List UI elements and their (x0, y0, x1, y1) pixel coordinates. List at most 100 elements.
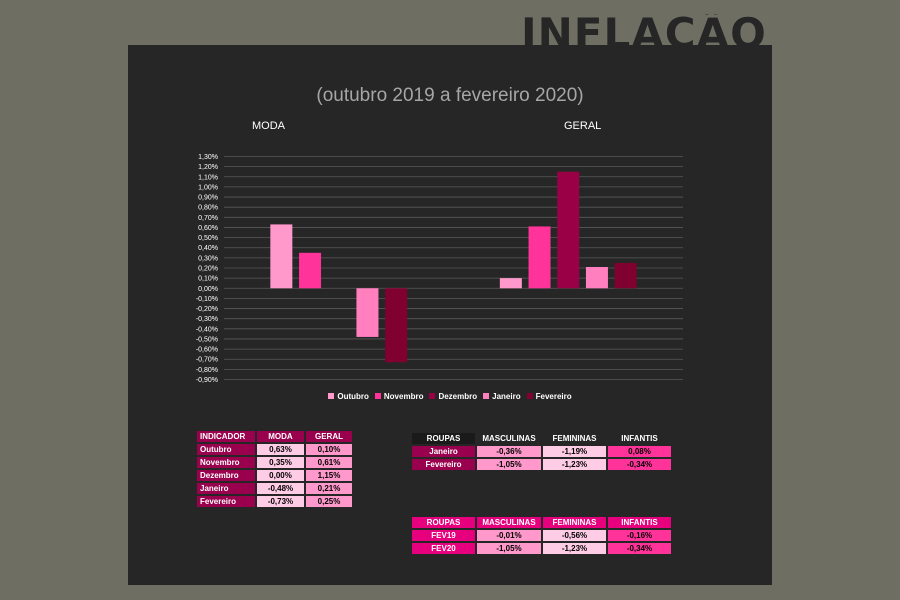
table-cell: 1,15% (306, 470, 352, 481)
y-tick-label: -0,50% (196, 336, 218, 343)
legend-swatch (374, 392, 381, 399)
table-cell: 0,25% (306, 496, 352, 507)
row-label: Janeiro (197, 483, 255, 494)
bar-geral-novembro (528, 226, 551, 289)
bar-chart: 1,30% 1,20% 1,10% 1,00% 0,90% 0,80% 0,70% 0,60%… (196, 154, 683, 384)
table-header: FEMININAS (543, 517, 606, 528)
table-cell: 0,35% (257, 457, 304, 468)
table-cell: -0,16% (608, 530, 671, 541)
table-row: Fevereiro -0,73% 0,25% (197, 496, 352, 507)
table-header: FEMININAS (543, 433, 606, 444)
bar-moda-outubro (270, 224, 293, 289)
y-tick-label: 0,50% (198, 235, 218, 242)
legend-item: Novembro (374, 392, 424, 401)
bar-moda-janeiro (356, 288, 379, 337)
table-cell: 0,10% (306, 444, 352, 455)
chart-legend: Outubro Novembro Dezembro Janeiro Fevereiro (128, 392, 772, 401)
y-tick-label: 1,20% (198, 164, 218, 171)
table-cell: -1,05% (477, 543, 541, 554)
row-label: Dezembro (197, 470, 255, 481)
bar-geral-janeiro (585, 266, 608, 289)
y-tick-label: 1,00% (198, 184, 218, 191)
table-header: INFANTIS (608, 517, 671, 528)
bar-geral-outubro (499, 278, 522, 289)
legend-label: Fevereiro (535, 392, 572, 401)
row-label: Fevereiro (412, 459, 475, 470)
legend-item: Outubro (328, 392, 369, 401)
legend-swatch (483, 392, 490, 399)
y-tick-label: 0,90% (198, 195, 218, 202)
table-cell: 0,08% (608, 446, 671, 457)
table-cell: -0,36% (477, 446, 541, 457)
legend-label: Dezembro (438, 392, 478, 401)
table-row: Fevereiro -1,05% -1,23% -0,34% (412, 459, 671, 470)
table-row: Janeiro -0,36% -1,19% 0,08% (412, 446, 671, 457)
chart-subtitle: (outubro 2019 a fevereiro 2020) (316, 85, 584, 106)
page-title: INFLAÇÃO (521, 14, 767, 46)
y-tick-label: -0,30% (196, 316, 218, 323)
table-row: Dezembro 0,00% 1,15% (197, 470, 352, 481)
y-tick-label: 0,70% (198, 215, 218, 222)
legend-swatch (328, 392, 335, 399)
chart-bars (270, 171, 637, 363)
row-label: Novembro (197, 457, 255, 468)
legend-label: Novembro (383, 392, 424, 401)
table-row: FEV20 -1,05% -1,23% -0,34% (412, 543, 671, 554)
chart-grid (224, 156, 683, 380)
table-header: GERAL (306, 431, 352, 442)
table-header: MASCULINAS (477, 433, 541, 444)
table-cell: -1,23% (543, 459, 606, 470)
table-header: MASCULINAS (477, 517, 541, 528)
y-tick-label: 1,10% (198, 174, 218, 181)
y-tick-label: -0,20% (196, 306, 218, 313)
indicador-table: INDICADOR MODA GERAL Outubro 0,63% 0,10%… (195, 429, 354, 509)
table-cell: 0,61% (306, 457, 352, 468)
y-tick-labels: 1,30% 1,20% 1,10% 1,00% 0,90% 0,80% 0,70% 0,60%… (196, 154, 218, 384)
legend-swatch (429, 392, 436, 399)
y-tick-label: -0,60% (196, 347, 218, 354)
legend-item: Fevereiro (526, 392, 572, 401)
y-tick-label: -0,40% (196, 326, 218, 333)
group-label-moda: MODA (252, 120, 285, 132)
y-tick-label: -0,80% (196, 367, 218, 374)
row-label: Outubro (197, 444, 255, 455)
y-tick-label: 0,10% (198, 276, 218, 283)
table-cell: -0,34% (608, 543, 671, 554)
table-header: ROUPAS (412, 517, 475, 528)
y-tick-label: 0,60% (198, 225, 218, 232)
table-cell: -1,19% (543, 446, 606, 457)
table-cell: -0,48% (257, 483, 304, 494)
table-cell: -1,23% (543, 543, 606, 554)
y-tick-label: -0,10% (196, 296, 218, 303)
table-row: Janeiro -0,48% 0,21% (197, 483, 352, 494)
row-label: Fevereiro (197, 496, 255, 507)
legend-item: Dezembro (429, 392, 477, 401)
table-cell: 0,21% (306, 483, 352, 494)
table-cell: -1,05% (477, 459, 541, 470)
table-cell: 0,63% (257, 444, 304, 455)
table-row: Novembro 0,35% 0,61% (197, 457, 352, 468)
y-tick-label: 0,80% (198, 205, 218, 212)
table-cell: -0,01% (477, 530, 541, 541)
legend-swatch (526, 392, 533, 399)
legend-label: Janeiro (492, 392, 521, 401)
table-cell: -0,73% (257, 496, 304, 507)
group-label-geral: GERAL (564, 120, 602, 132)
y-tick-label: 1,30% (198, 154, 218, 161)
table-cell: 0,00% (257, 470, 304, 481)
bar-moda-fevereiro (385, 288, 408, 363)
y-tick-label: -0,70% (196, 357, 218, 364)
chart-panel: (outubro 2019 a fevereiro 2020) MODA GER… (128, 45, 772, 585)
table-header: INFANTIS (608, 433, 671, 444)
table-cell: -0,56% (543, 530, 606, 541)
row-label: Janeiro (412, 446, 475, 457)
y-tick-label: 0,30% (198, 255, 218, 262)
row-label: FEV20 (412, 543, 475, 554)
table-cell: -0,34% (608, 459, 671, 470)
row-label: FEV19 (412, 530, 475, 541)
table-header: MODA (257, 431, 304, 442)
legend-label: Outubro (337, 392, 369, 401)
bar-moda-novembro (299, 252, 322, 289)
y-tick-label: 0,40% (198, 245, 218, 252)
y-tick-label: 0,20% (198, 266, 218, 273)
